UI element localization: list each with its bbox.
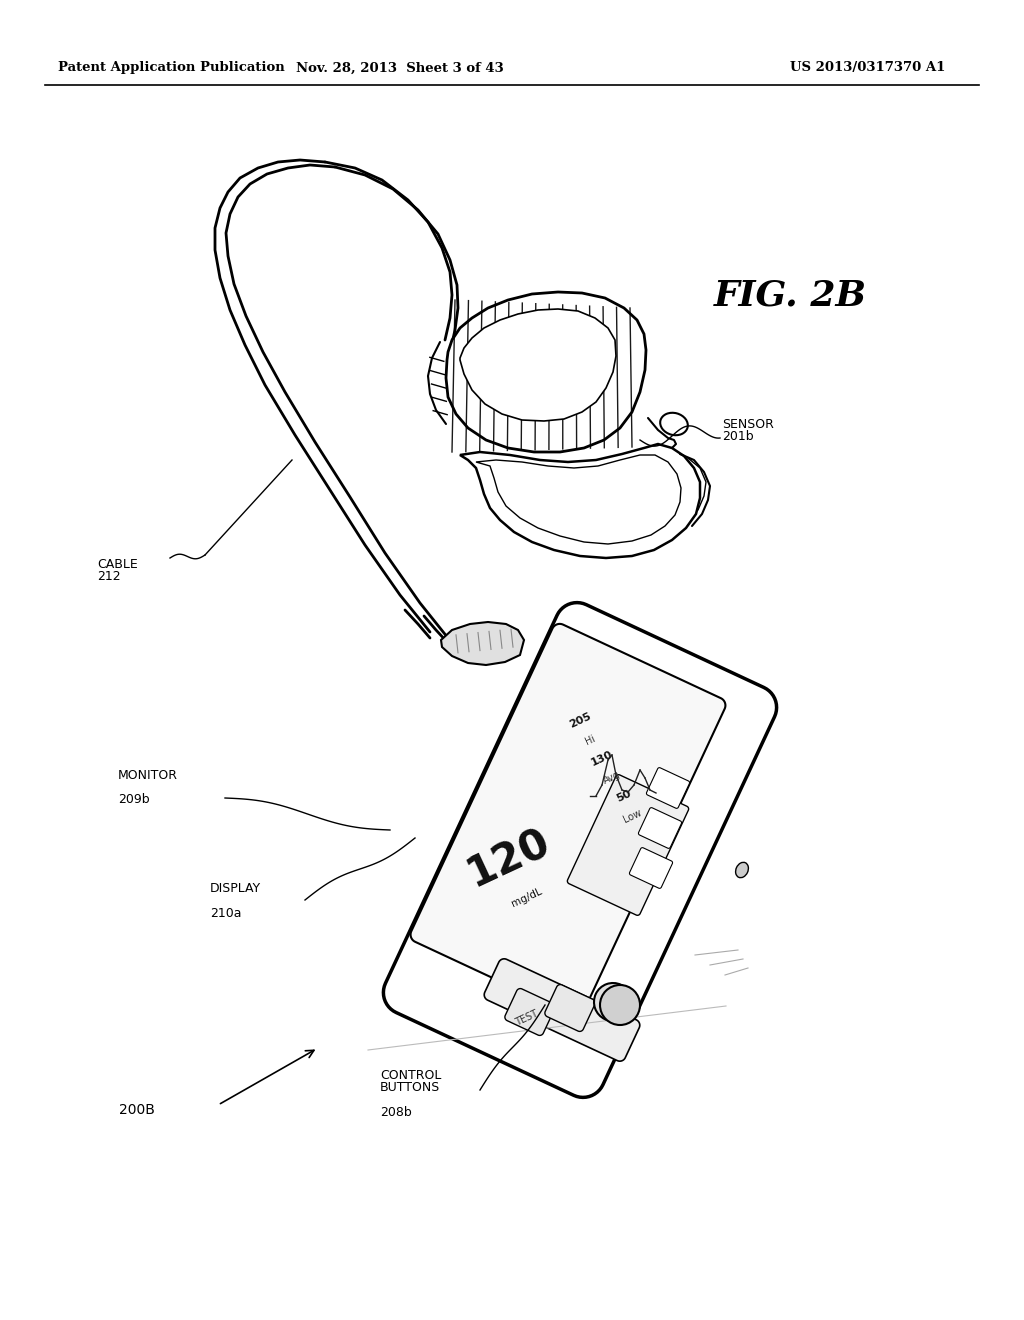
Ellipse shape bbox=[594, 983, 632, 1020]
Text: DISPLAY: DISPLAY bbox=[210, 882, 261, 895]
Text: SENSOR: SENSOR bbox=[722, 418, 774, 432]
Ellipse shape bbox=[660, 413, 688, 436]
Text: 201b: 201b bbox=[722, 430, 754, 444]
Polygon shape bbox=[545, 985, 595, 1031]
Text: CONTROL: CONTROL bbox=[380, 1069, 441, 1082]
Text: 210a: 210a bbox=[210, 907, 242, 920]
Polygon shape bbox=[446, 292, 646, 451]
Polygon shape bbox=[383, 603, 776, 1097]
Text: 50: 50 bbox=[615, 788, 633, 804]
Text: MONITOR: MONITOR bbox=[118, 770, 178, 781]
Text: FIG. 2B: FIG. 2B bbox=[714, 279, 866, 312]
Ellipse shape bbox=[600, 985, 640, 1026]
Polygon shape bbox=[567, 775, 688, 915]
Polygon shape bbox=[460, 444, 700, 558]
Text: 208b: 208b bbox=[380, 1106, 412, 1119]
Text: 200B: 200B bbox=[119, 1104, 155, 1117]
Text: Hi: Hi bbox=[584, 734, 597, 747]
Polygon shape bbox=[411, 624, 725, 1016]
Polygon shape bbox=[484, 958, 640, 1061]
Text: 205: 205 bbox=[567, 710, 593, 730]
Polygon shape bbox=[638, 808, 682, 849]
Polygon shape bbox=[630, 847, 673, 888]
Text: 120: 120 bbox=[460, 821, 556, 895]
Text: Avg: Avg bbox=[602, 770, 623, 787]
Text: mg/dL: mg/dL bbox=[510, 887, 544, 909]
Text: CABLE: CABLE bbox=[97, 558, 138, 572]
Text: 209b: 209b bbox=[118, 793, 150, 807]
Polygon shape bbox=[646, 768, 689, 808]
Text: US 2013/0317370 A1: US 2013/0317370 A1 bbox=[790, 62, 945, 74]
Text: TEST: TEST bbox=[514, 1008, 540, 1027]
Polygon shape bbox=[441, 622, 524, 665]
Text: Patent Application Publication: Patent Application Publication bbox=[58, 62, 285, 74]
Text: Nov. 28, 2013  Sheet 3 of 43: Nov. 28, 2013 Sheet 3 of 43 bbox=[296, 62, 504, 74]
Text: 130: 130 bbox=[590, 748, 614, 767]
Polygon shape bbox=[476, 455, 681, 544]
Text: Low: Low bbox=[622, 808, 643, 825]
Ellipse shape bbox=[735, 862, 749, 878]
Text: 212: 212 bbox=[97, 570, 121, 583]
Polygon shape bbox=[505, 989, 555, 1035]
Text: BUTTONS: BUTTONS bbox=[380, 1081, 440, 1094]
Polygon shape bbox=[460, 309, 616, 421]
